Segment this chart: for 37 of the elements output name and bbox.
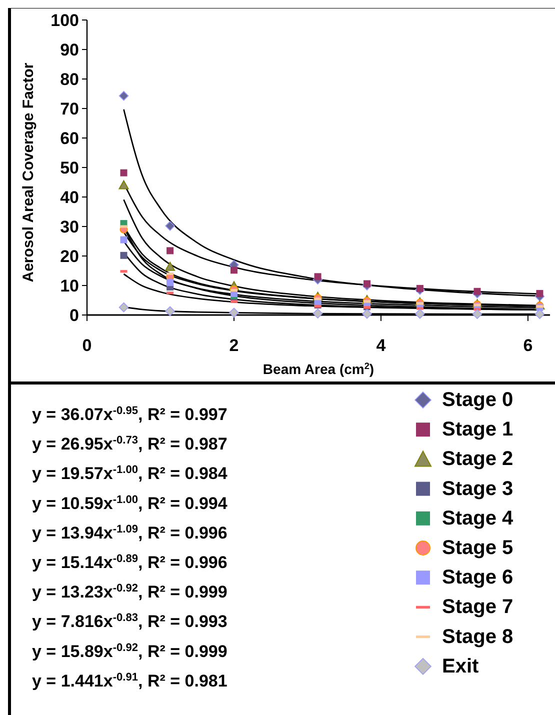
legend-label: Stage 2: [442, 448, 514, 470]
legend-label: Stage 5: [442, 537, 514, 559]
x-tick-label: 6: [523, 336, 533, 355]
y-tick-label: 50: [60, 158, 79, 178]
legend-label: Stage 7: [442, 596, 514, 618]
y-tick-label: 30: [60, 218, 79, 236]
y-tick-label: 70: [60, 100, 79, 118]
y-tick-label: 20: [60, 247, 79, 266]
y-tick-label: 80: [60, 70, 79, 89]
legend-label: Stage 8: [442, 626, 514, 648]
x-tick-label: 4: [376, 336, 386, 355]
text: y = 15.14x$^{-0.89}$, R² = 0.996: [32, 553, 228, 572]
legend-label: Stage 0: [442, 389, 514, 411]
text: y = 15.89x$^{-0.92}$, R² = 0.999: [32, 642, 228, 661]
text: y = 26.95x$^{-0.73}$, R² = 0.987: [32, 434, 228, 454]
text: y = 10.59x$^{-1.00}$, R² = 0.994: [32, 494, 228, 513]
x-tick-label: 2: [229, 336, 239, 355]
y-axis-title: Aerosol Areal Coverage Factor: [20, 62, 37, 282]
y-tick-label: 0: [70, 306, 79, 325]
y-tick-label: 90: [60, 40, 79, 60]
text: y = 13.23x$^{-0.92}$, R² = 0.999: [32, 582, 228, 602]
y-tick-label: 60: [60, 129, 79, 148]
legend-label: Stage 3: [442, 478, 514, 500]
text: y = 1.441x$^{-0.91}$, R² = 0.981: [32, 671, 228, 690]
legend-label: Stage 6: [442, 566, 514, 589]
text: y = 13.94x$^{-1.09}$, R² = 0.996: [32, 523, 228, 542]
text: y = 7.816x$^{-0.83}$, R² = 0.993: [32, 612, 228, 632]
y-tick-label: 10: [60, 276, 79, 296]
x-tick-label: 0: [82, 336, 92, 355]
legend-label: Stage 1: [442, 418, 514, 441]
x-axis-title: Beam Area (cm$^{2}$): [262, 361, 374, 377]
y-tick-label: 100: [50, 11, 79, 30]
text: y = 36.07x$^{-0.95}$, R² = 0.997: [32, 405, 228, 424]
text: y = 19.57x$^{-1.00}$, R² = 0.984: [32, 464, 228, 484]
legend-label: Stage 4: [442, 507, 514, 530]
y-tick-label: 40: [60, 188, 79, 207]
legend-label: Exit: [442, 655, 480, 678]
